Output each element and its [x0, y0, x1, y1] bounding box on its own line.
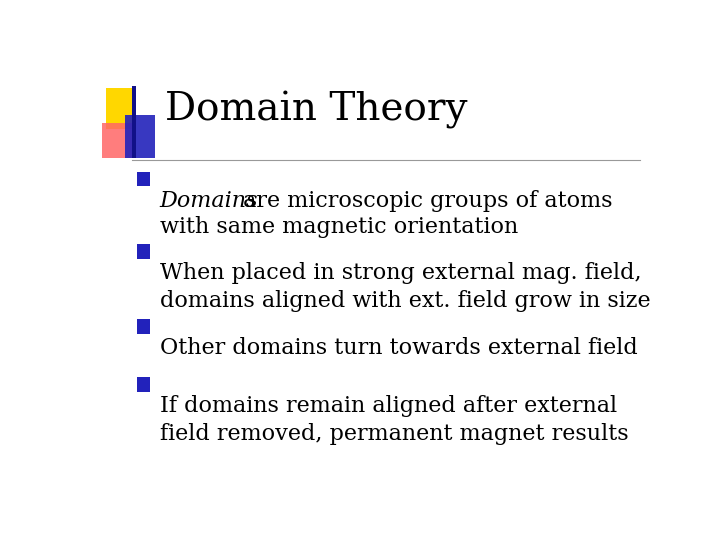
Bar [125, 114, 156, 158]
Text: Other domains turn towards external field: Other domains turn towards external fiel… [160, 337, 637, 359]
Text: Domain Theory: Domain Theory [166, 91, 468, 129]
Text: When placed in strong external mag. field,
domains aligned with ext. field grow : When placed in strong external mag. fiel… [160, 262, 650, 312]
Bar [138, 377, 150, 392]
Bar [102, 123, 136, 158]
Bar [138, 319, 150, 334]
Text: Domains: Domains [160, 190, 258, 212]
Bar [106, 87, 135, 129]
Bar [138, 245, 150, 259]
Text: If domains remain aligned after external
field removed, permanent magnet results: If domains remain aligned after external… [160, 395, 629, 445]
Bar [132, 85, 136, 158]
Text: with same magnetic orientation: with same magnetic orientation [160, 216, 518, 238]
Text: Domains: Domains [160, 190, 258, 212]
Bar [138, 172, 150, 186]
Text: are microscopic groups of atoms: are microscopic groups of atoms [236, 190, 613, 212]
